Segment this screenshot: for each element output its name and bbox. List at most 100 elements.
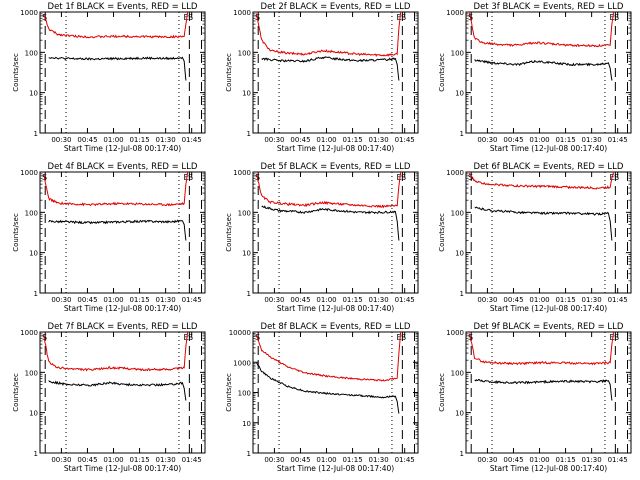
y-axis-label: Counts/sec — [225, 373, 233, 412]
panel-det-1f: Det 1f BLACK = Events, RED = LLD 1 10 100 10… — [12, 2, 206, 153]
y-tick-label: 100 — [238, 209, 251, 217]
x-tick-label: 01:15 — [342, 456, 362, 464]
y-axis-label: Counts/sec — [225, 213, 233, 252]
y-axis-label: Counts/sec — [438, 53, 446, 92]
x-tick-label: 00:30 — [477, 296, 497, 304]
x-tick-label: 01:45 — [395, 456, 415, 464]
y-tick-label: 1 — [34, 290, 38, 298]
y-tick-label: 1 — [460, 450, 464, 458]
lld-series-line — [256, 171, 402, 209]
x-tick-label: 00:45 — [290, 296, 310, 304]
lld-series-line — [43, 171, 189, 207]
plot-frame — [39, 11, 206, 134]
panel-title: Det 5f BLACK = Events, RED = LLD — [261, 162, 411, 172]
plot-frame — [252, 171, 419, 294]
x-tick-label: 01:30 — [369, 296, 389, 304]
x-tick-label: 01:15 — [129, 296, 149, 304]
end-marker-e: E — [396, 13, 401, 22]
panel-det-5f: Det 5f BLACK = Events, RED = LLD 1 10 100 10… — [225, 162, 419, 313]
y-tick-label: 100 — [238, 390, 251, 398]
x-axis-label: Start Time (12-Jul-08 00:17:40) — [64, 144, 181, 153]
x-tick-label: 00:30 — [51, 136, 71, 144]
x-tick-label: 01:30 — [582, 456, 602, 464]
x-tick-label: 01:45 — [395, 136, 415, 144]
x-tick-label: 01:30 — [582, 136, 602, 144]
panel-title: Det 4f BLACK = Events, RED = LLD — [48, 162, 198, 172]
y-axis-label: Counts/sec — [12, 373, 20, 412]
y-axis-label: Counts/sec — [438, 213, 446, 252]
events-series-line — [48, 219, 187, 241]
y-tick-label: 1 — [247, 290, 251, 298]
x-tick-label: 00:30 — [264, 456, 284, 464]
lld-series-line — [469, 11, 615, 48]
y-tick-label: 1 — [247, 130, 251, 138]
x-tick-label: 00:30 — [51, 456, 71, 464]
panel-det-4f: Det 4f BLACK = Events, RED = LLD 1 10 100 10… — [12, 162, 206, 313]
x-tick-label: 01:00 — [529, 296, 549, 304]
panel-title: Det 2f BLACK = Events, RED = LLD — [261, 2, 411, 12]
y-tick-label: 1000 — [446, 169, 464, 177]
y-tick-label: 1000 — [20, 169, 38, 177]
events-series-line — [261, 205, 400, 241]
y-tick-label: 100 — [25, 369, 38, 377]
y-tick-label: 1000 — [233, 169, 251, 177]
y-tick-label: 1 — [460, 290, 464, 298]
y-axis-label: Counts/sec — [225, 53, 233, 92]
x-tick-label: 01:15 — [342, 136, 362, 144]
y-tick-label: 10 — [242, 420, 251, 428]
x-tick-label: 01:45 — [182, 296, 202, 304]
panel-title: Det 7f BLACK = Events, RED = LLD — [48, 322, 198, 332]
panel-det-3f: Det 3f BLACK = Events, RED = LLD 1 10 100 10… — [438, 2, 632, 153]
events-series-line — [256, 362, 400, 414]
x-tick-label: 00:30 — [264, 136, 284, 144]
y-tick-label: 100 — [25, 49, 38, 57]
x-tick-label: 01:45 — [608, 456, 628, 464]
events-series-line — [474, 206, 613, 241]
x-axis-label: Start Time (12-Jul-08 00:17:40) — [277, 464, 394, 473]
y-axis-label: Counts/sec — [12, 213, 20, 252]
end-marker-s: S — [188, 13, 193, 22]
end-marker-e: E — [183, 13, 188, 22]
events-series-line — [474, 59, 613, 81]
end-marker-s: S — [614, 333, 619, 342]
x-tick-label: 00:45 — [290, 136, 310, 144]
y-tick-label: 1 — [34, 450, 38, 458]
end-marker-e: E — [396, 333, 401, 342]
x-tick-label: 01:00 — [103, 456, 123, 464]
end-marker-e: E — [183, 333, 188, 342]
x-tick-label: 01:00 — [529, 136, 549, 144]
plot-frame — [39, 171, 206, 294]
y-tick-label: 1 — [460, 130, 464, 138]
end-marker-s: S — [401, 13, 406, 22]
x-tick-label: 00:45 — [503, 136, 523, 144]
x-axis-label: Start Time (12-Jul-08 00:17:40) — [490, 144, 607, 153]
end-marker-s: S — [401, 333, 406, 342]
y-tick-label: 10 — [29, 90, 38, 98]
lld-series-line — [469, 331, 615, 366]
y-tick-label: 100 — [25, 209, 38, 217]
lld-series-line — [469, 171, 615, 190]
y-axis-label: Counts/sec — [438, 373, 446, 412]
x-tick-label: 00:45 — [77, 296, 97, 304]
y-tick-label: 1000 — [446, 329, 464, 337]
y-tick-label: 10 — [455, 410, 464, 418]
x-tick-label: 01:00 — [529, 456, 549, 464]
end-marker-s: S — [188, 333, 193, 342]
x-tick-label: 00:45 — [77, 136, 97, 144]
y-tick-label: 1 — [247, 450, 251, 458]
x-tick-label: 01:00 — [316, 296, 336, 304]
y-tick-label: 100 — [451, 49, 464, 57]
x-tick-label: 01:30 — [369, 456, 389, 464]
x-tick-label: 01:15 — [342, 296, 362, 304]
panel-det-6f: Det 6f BLACK = Events, RED = LLD 1 10 100 10… — [438, 162, 632, 313]
y-tick-label: 10 — [455, 250, 464, 258]
y-tick-label: 10 — [29, 250, 38, 258]
end-marker-s: S — [401, 173, 406, 182]
y-tick-label: 1000 — [20, 9, 38, 17]
y-tick-label: 100 — [451, 369, 464, 377]
y-axis-label: Counts/sec — [12, 53, 20, 92]
x-tick-label: 01:45 — [608, 296, 628, 304]
y-tick-label: 100 — [238, 49, 251, 57]
start-marker-s: S — [468, 173, 473, 182]
